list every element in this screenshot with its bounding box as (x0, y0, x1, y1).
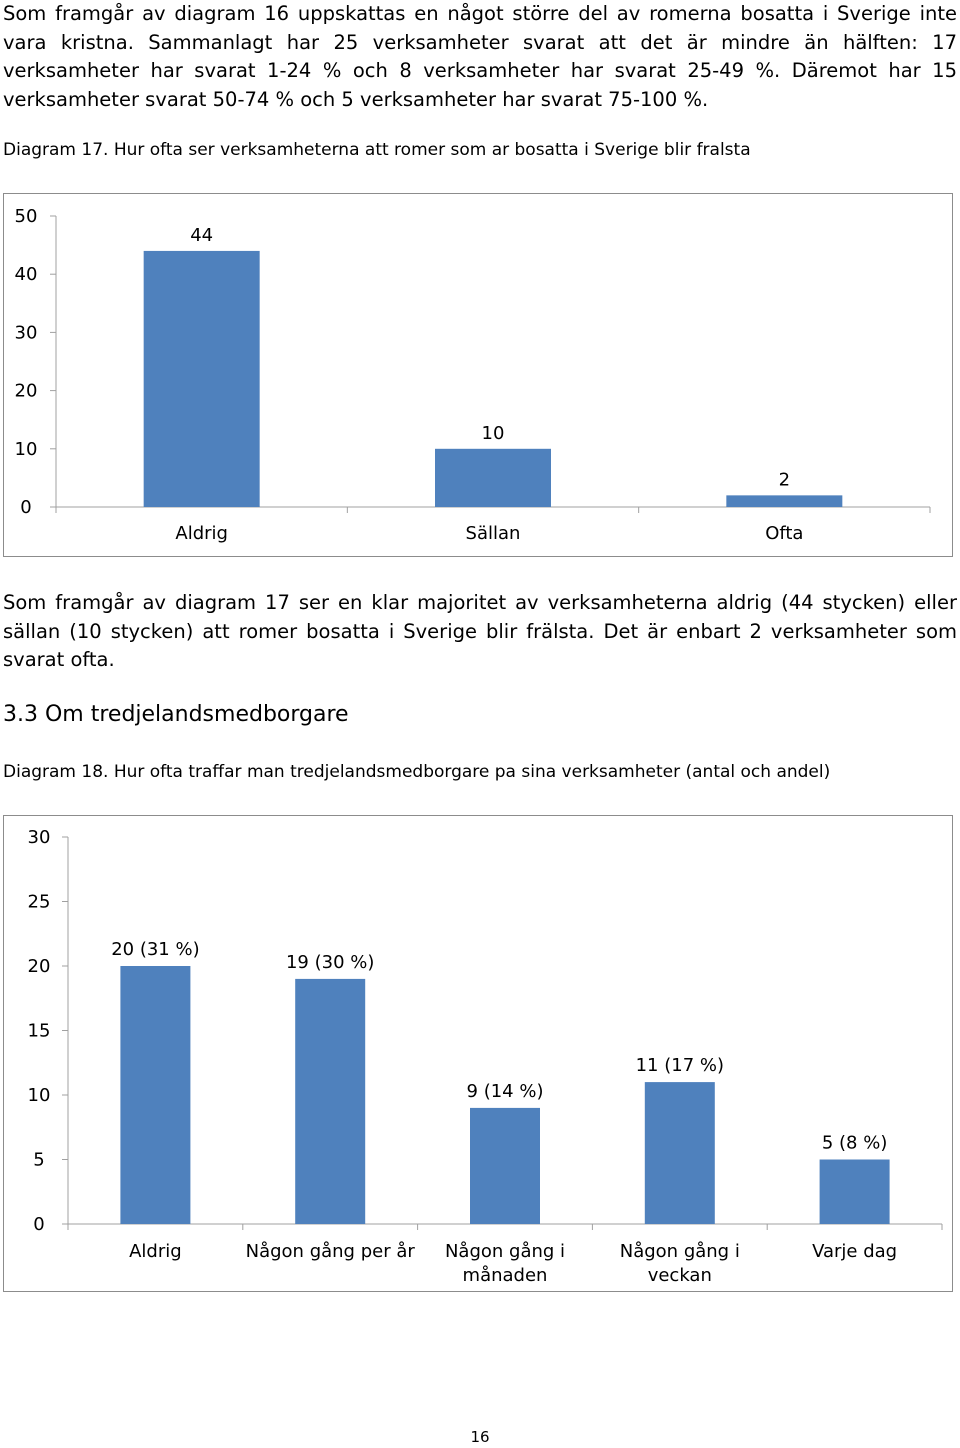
data-label: 19 (30 %) (286, 952, 374, 973)
bar-aldrig (120, 966, 191, 1224)
category-label: Sällan (466, 523, 521, 544)
category-label: Ofta (765, 523, 803, 544)
diagram-18-chart: 0 5 10 15 20 25 30 20 (31 %) Aldrig 19 (30 %) Någo… (3, 815, 953, 1292)
category-label: Någon gång i (445, 1241, 565, 1262)
y-tick-label: 0 (33, 1214, 44, 1235)
y-tick-label: 20 (28, 956, 51, 977)
category-label: Aldrig (175, 523, 228, 544)
bar-aldrig (143, 250, 260, 508)
data-label: 11 (17 %) (636, 1055, 724, 1076)
paragraph-intro: Som framgår av diagram 16 uppskattas en … (3, 2, 957, 111)
data-label: 9 (14 %) (467, 1081, 544, 1102)
diagram-17-chart: 0 10 20 30 40 50 44 Aldrig 10 Sällan 2 Ofta (3, 193, 953, 557)
category-label: Någon gång i (620, 1241, 740, 1262)
paragraph-diagram-17-summary: Som framgår av diagram 17 ser en klar ma… (3, 591, 957, 671)
diagram-18-svg: 0 5 10 15 20 25 30 20 (31 %) Aldrig 19 (30 %) Någo… (28, 827, 943, 1286)
diagram-18-caption: Diagram 18. Hur ofta traffar man tredjel… (3, 762, 831, 782)
bar-någon-gång-i-veckan (644, 1082, 715, 1224)
data-label: 2 (779, 469, 790, 490)
diagram-17-caption: Diagram 17. Hur ofta ser verksamheterna … (3, 140, 751, 160)
category-label: Varje dag (812, 1241, 897, 1262)
category-label: månaden (463, 1265, 548, 1286)
y-tick-label: 40 (15, 264, 38, 285)
bar-sällan (435, 448, 551, 507)
category-label: veckan (648, 1265, 712, 1286)
y-tick-label: 10 (28, 1085, 51, 1106)
data-label: 5 (8 %) (822, 1133, 888, 1154)
section-heading: 3.3 Om tredjelandsmedborgare (3, 702, 349, 727)
bar-ofta (726, 495, 843, 507)
y-tick-label: 0 (20, 497, 31, 518)
diagram-17-svg: 0 10 20 30 40 50 44 Aldrig 10 Sällan 2 Ofta (15, 206, 931, 544)
page-number: 16 (470, 1428, 490, 1446)
data-label: 20 (31 %) (111, 939, 199, 960)
y-tick-label: 20 (15, 381, 38, 402)
y-tick-label: 30 (28, 827, 51, 848)
y-tick-label: 15 (28, 1021, 51, 1042)
y-tick-label: 50 (15, 206, 38, 227)
category-label: Aldrig (129, 1241, 182, 1262)
data-label: 44 (190, 225, 213, 246)
y-tick-label: 30 (15, 322, 38, 343)
bar-varje-dag (819, 1159, 890, 1224)
data-label: 10 (482, 423, 505, 444)
bar-någon-gång-per-år (295, 978, 366, 1224)
y-tick-label: 10 (15, 439, 38, 460)
y-tick-label: 5 (33, 1150, 44, 1171)
bar-någon-gång-i-månaden (470, 1107, 540, 1224)
category-label: Någon gång per år (246, 1241, 416, 1262)
y-tick-label: 25 (28, 892, 51, 913)
